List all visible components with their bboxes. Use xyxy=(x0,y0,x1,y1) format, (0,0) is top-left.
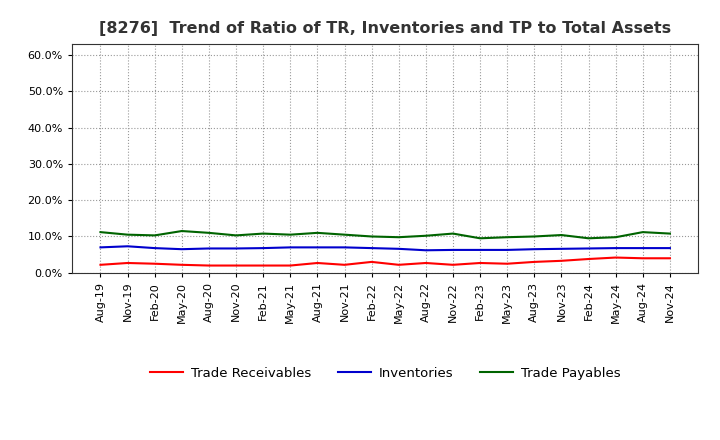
Trade Receivables xyxy=(150,261,159,266)
Trade Payables xyxy=(421,233,430,238)
Inventories xyxy=(665,246,674,251)
Trade Receivables xyxy=(421,260,430,266)
Trade Receivables xyxy=(584,257,593,262)
Trade Payables xyxy=(150,233,159,238)
Trade Receivables xyxy=(503,261,511,266)
Trade Receivables xyxy=(178,262,186,268)
Trade Payables xyxy=(530,234,539,239)
Inventories xyxy=(557,246,566,252)
Line: Inventories: Inventories xyxy=(101,246,670,250)
Inventories xyxy=(611,246,620,251)
Trade Payables xyxy=(395,235,403,240)
Inventories xyxy=(341,245,349,250)
Trade Payables xyxy=(584,236,593,241)
Trade Payables xyxy=(341,232,349,237)
Inventories xyxy=(313,245,322,250)
Line: Trade Payables: Trade Payables xyxy=(101,231,670,238)
Inventories xyxy=(259,246,268,251)
Trade Receivables xyxy=(639,256,647,261)
Inventories xyxy=(286,245,294,250)
Trade Receivables xyxy=(665,256,674,261)
Trade Payables xyxy=(123,232,132,237)
Inventories xyxy=(123,244,132,249)
Trade Receivables xyxy=(530,259,539,264)
Inventories xyxy=(449,247,457,253)
Inventories xyxy=(150,246,159,251)
Trade Payables xyxy=(665,231,674,236)
Trade Payables xyxy=(611,235,620,240)
Inventories xyxy=(584,246,593,251)
Trade Payables xyxy=(503,235,511,240)
Trade Payables xyxy=(259,231,268,236)
Trade Receivables xyxy=(259,263,268,268)
Trade Payables xyxy=(557,232,566,238)
Trade Receivables xyxy=(367,259,376,264)
Trade Payables xyxy=(204,230,213,235)
Trade Receivables xyxy=(611,255,620,260)
Inventories xyxy=(96,245,105,250)
Inventories xyxy=(530,246,539,252)
Trade Payables xyxy=(313,230,322,235)
Legend: Trade Receivables, Inventories, Trade Payables: Trade Receivables, Inventories, Trade Pa… xyxy=(145,362,626,385)
Inventories xyxy=(367,246,376,251)
Trade Payables xyxy=(232,233,240,238)
Trade Receivables xyxy=(313,260,322,266)
Inventories xyxy=(421,248,430,253)
Title: [8276]  Trend of Ratio of TR, Inventories and TP to Total Assets: [8276] Trend of Ratio of TR, Inventories… xyxy=(99,21,671,36)
Trade Receivables xyxy=(286,263,294,268)
Line: Trade Receivables: Trade Receivables xyxy=(101,257,670,265)
Inventories xyxy=(204,246,213,251)
Trade Payables xyxy=(178,228,186,234)
Trade Payables xyxy=(449,231,457,236)
Trade Receivables xyxy=(449,262,457,268)
Inventories xyxy=(232,246,240,251)
Inventories xyxy=(639,246,647,251)
Trade Payables xyxy=(476,236,485,241)
Trade Receivables xyxy=(476,260,485,266)
Inventories xyxy=(503,247,511,253)
Trade Receivables xyxy=(96,262,105,268)
Inventories xyxy=(476,247,485,253)
Inventories xyxy=(178,246,186,252)
Trade Payables xyxy=(367,234,376,239)
Trade Receivables xyxy=(123,260,132,266)
Trade Payables xyxy=(96,230,105,235)
Trade Receivables xyxy=(341,262,349,268)
Trade Receivables xyxy=(557,258,566,264)
Trade Payables xyxy=(286,232,294,237)
Trade Receivables xyxy=(395,262,403,268)
Trade Receivables xyxy=(204,263,213,268)
Inventories xyxy=(395,246,403,252)
Trade Receivables xyxy=(232,263,240,268)
Trade Payables xyxy=(639,230,647,235)
